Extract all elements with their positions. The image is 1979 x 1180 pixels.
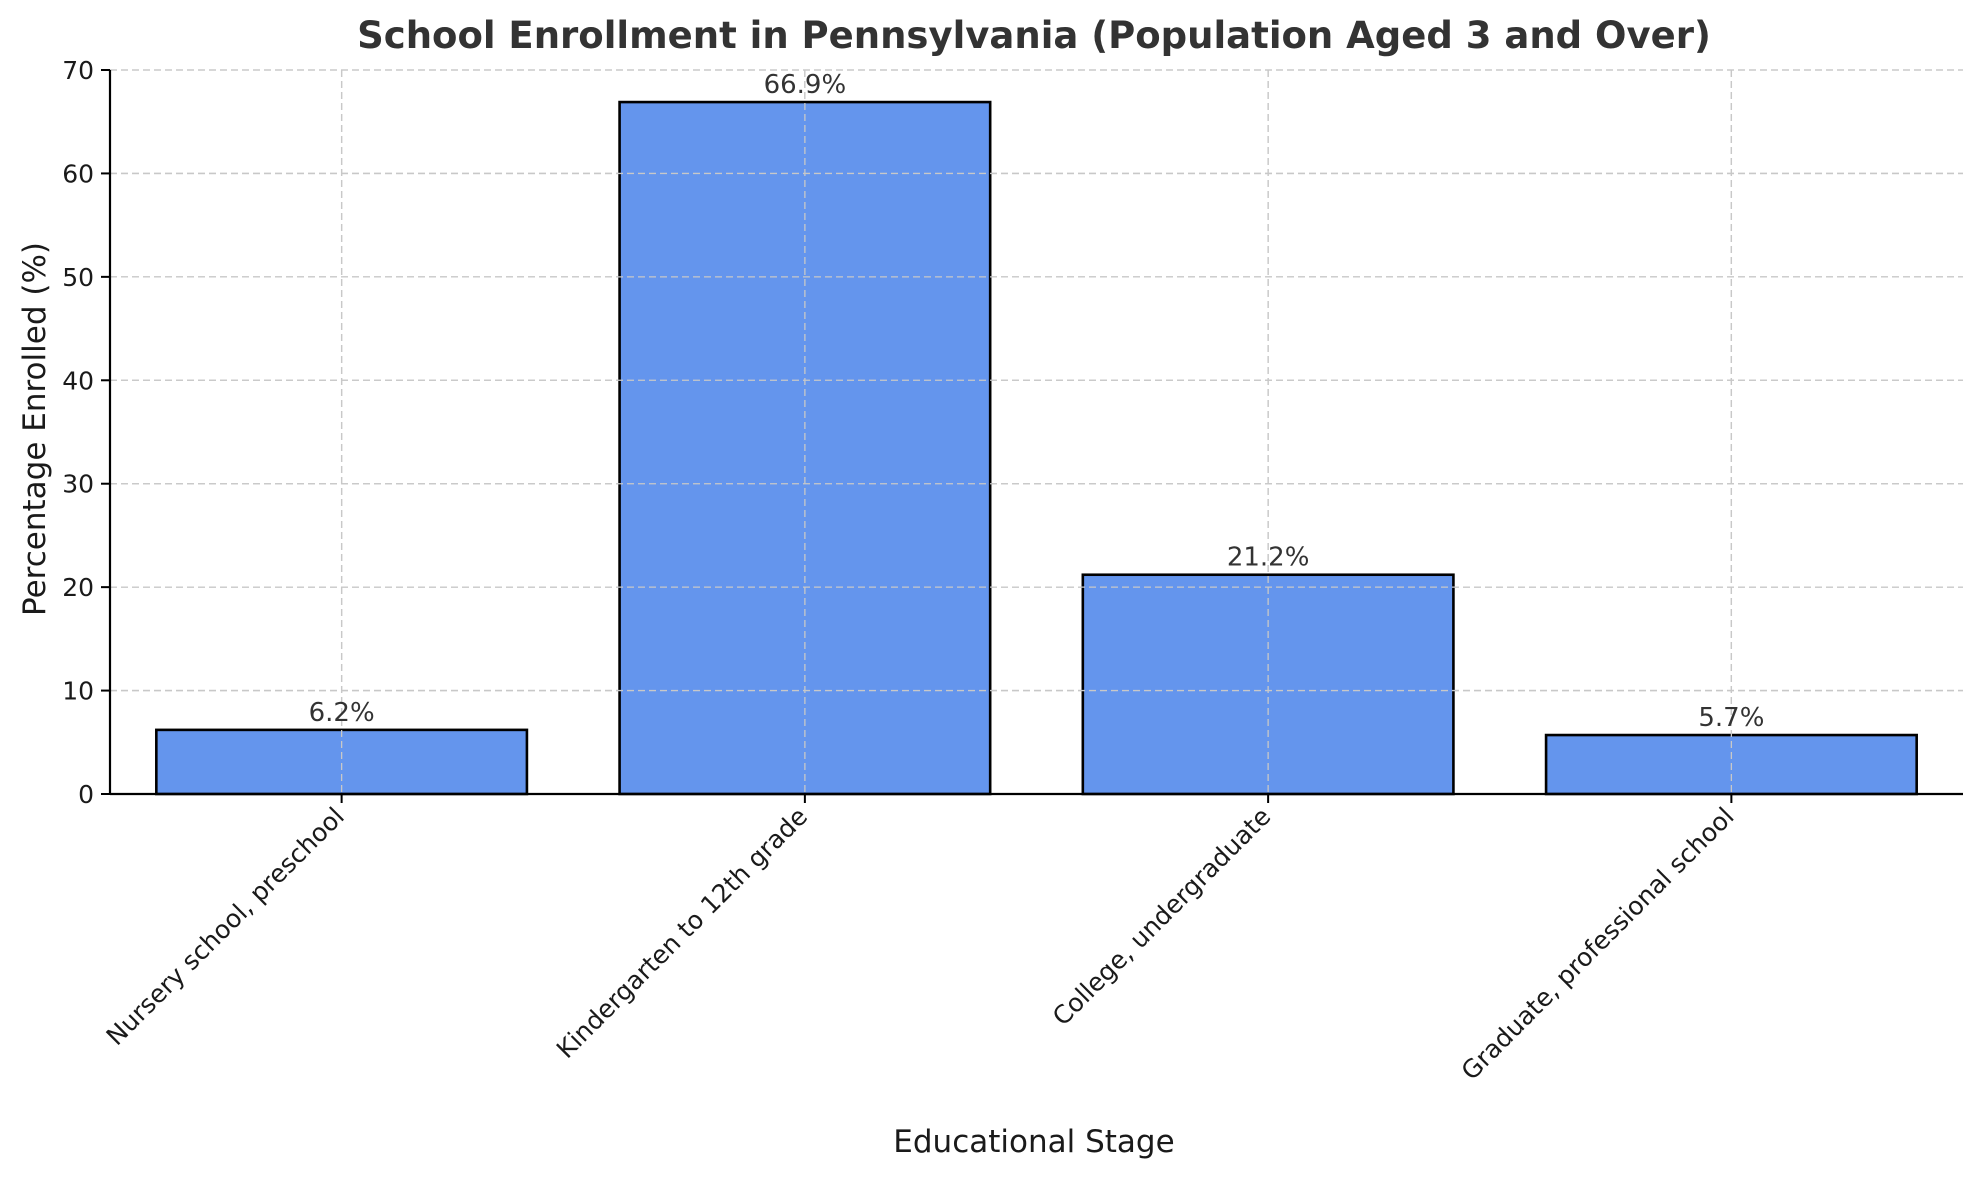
data-label: 66.9% [764,70,847,100]
grid [110,69,1963,794]
data-label: 21.2% [1227,543,1310,573]
x-tick-label: Kindergarten to 12th grade [551,802,813,1064]
y-tick-label: 40 [62,366,94,395]
y-tick-label: 0 [78,780,94,809]
bar [155,728,529,796]
y-tick-label: 30 [62,470,94,499]
y-tick-label: 10 [62,677,94,706]
bars [110,69,1963,796]
y-tick-label: 20 [62,573,94,602]
x-tick-label: Nursery school, preschool [101,802,350,1051]
x-tick-label: College, undergraduate [1047,802,1277,1032]
y-tick-label: 50 [62,263,94,292]
bar [1081,573,1455,796]
y-tick-label: 60 [62,159,94,188]
x-axis-label: Educational Stage [893,1124,1174,1160]
axes [101,69,1963,803]
y-axis-label: Percentage Enrolled (%) [17,242,53,616]
data-label: 6.2% [309,698,375,728]
data-label: 5.7% [1698,703,1764,733]
y-tick-label: 70 [62,56,94,85]
grid-overlay [110,69,1963,794]
chart-title: School Enrollment in Pennsylvania (Popul… [357,14,1711,57]
x-tick-label: Graduate, professional school [1456,802,1740,1086]
